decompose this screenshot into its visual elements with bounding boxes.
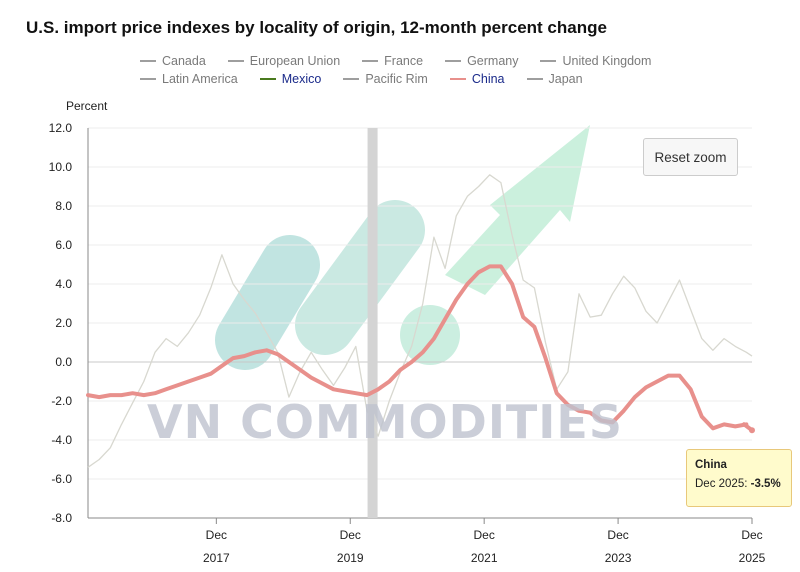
legend-row-2: Latin America Mexico Pacific Rim China J… bbox=[140, 70, 700, 88]
legend-label-european-union: European Union bbox=[249, 54, 341, 68]
x-tick-year: 2017 bbox=[203, 551, 230, 565]
tooltip-value: -3.5% bbox=[750, 478, 781, 490]
legend-item-germany[interactable]: Germany bbox=[445, 53, 518, 69]
y-tick-label: 0.0 bbox=[55, 355, 72, 369]
legend-label-france: France bbox=[384, 54, 424, 68]
legend-row-1: Canada European Union France Germany Uni… bbox=[140, 52, 700, 70]
chart-title: U.S. import price indexes by locality of… bbox=[26, 18, 607, 37]
watermark-arrow bbox=[445, 125, 590, 295]
legend-swatch-latin-america bbox=[140, 78, 156, 80]
legend-swatch-germany bbox=[445, 60, 462, 62]
watermark-text: VN COMMODITIES bbox=[147, 395, 623, 449]
tooltip: China Dec 2025: -3.5% bbox=[686, 449, 792, 507]
tooltip-series: China bbox=[695, 459, 727, 471]
x-tick-month: Dec bbox=[340, 528, 361, 542]
legend-swatch-united-kingdom bbox=[540, 60, 557, 62]
y-tick-label: -2.0 bbox=[51, 394, 72, 408]
x-tick-month: Dec bbox=[607, 528, 628, 542]
series-point-china[interactable] bbox=[749, 427, 755, 434]
legend-swatch-france bbox=[362, 60, 379, 62]
legend-swatch-japan bbox=[526, 78, 543, 80]
legend-item-latin-america[interactable]: Latin America bbox=[140, 71, 238, 87]
reset-zoom-button[interactable]: Reset zoom bbox=[643, 138, 738, 176]
series-line-latin-america[interactable] bbox=[87, 174, 753, 468]
y-tick-label: -8.0 bbox=[51, 511, 72, 525]
y-tick-label: 6.0 bbox=[55, 238, 72, 252]
legend: Canada European Union France Germany Uni… bbox=[140, 52, 700, 88]
legend-label-china: China bbox=[471, 72, 505, 86]
tooltip-date: Dec 2025: bbox=[695, 478, 748, 490]
watermark-circle bbox=[400, 305, 460, 365]
legend-label-japan: Japan bbox=[548, 72, 583, 86]
y-tick-label: 8.0 bbox=[55, 199, 72, 213]
legend-item-canada[interactable]: Canada bbox=[140, 53, 206, 69]
highlight-band bbox=[367, 128, 378, 518]
y-tick-label: -6.0 bbox=[51, 472, 72, 486]
x-tick-month: Dec bbox=[473, 528, 494, 542]
legend-swatch-mexico bbox=[259, 78, 276, 80]
legend-swatch-china bbox=[449, 78, 466, 80]
y-axis-unit-label: Percent bbox=[66, 99, 108, 113]
y-tick-label: 2.0 bbox=[55, 316, 72, 330]
legend-item-pacific-rim[interactable]: Pacific Rim bbox=[343, 71, 428, 87]
series-line-china[interactable] bbox=[86, 264, 749, 431]
legend-item-mexico[interactable]: Mexico bbox=[259, 71, 322, 87]
x-tick-month: Dec bbox=[741, 528, 762, 542]
legend-item-china[interactable]: China bbox=[449, 71, 505, 87]
legend-item-japan[interactable]: Japan bbox=[526, 71, 583, 87]
legend-label-mexico: Mexico bbox=[281, 72, 322, 86]
legend-label-latin-america: Latin America bbox=[162, 72, 238, 86]
watermark-bar-1 bbox=[215, 235, 320, 370]
legend-label-germany: Germany bbox=[467, 54, 519, 68]
tooltip-body: Dec 2025: -3.5% bbox=[695, 478, 783, 490]
legend-label-united-kingdom: United Kingdom bbox=[562, 54, 652, 68]
x-tick-year: 2021 bbox=[471, 551, 498, 565]
legend-item-united-kingdom[interactable]: United Kingdom bbox=[540, 53, 651, 69]
y-tick-label: 4.0 bbox=[55, 277, 72, 291]
watermark-bar-2 bbox=[295, 200, 425, 355]
x-tick-year: 2019 bbox=[337, 551, 364, 565]
y-tick-label: -4.0 bbox=[51, 433, 72, 447]
legend-swatch-pacific-rim bbox=[343, 78, 360, 80]
legend-swatch-european-union bbox=[227, 60, 244, 62]
x-tick-month: Dec bbox=[206, 528, 227, 542]
legend-item-european-union[interactable]: European Union bbox=[227, 53, 341, 69]
x-tick-year: 2023 bbox=[605, 551, 632, 565]
legend-label-pacific-rim: Pacific Rim bbox=[365, 72, 428, 86]
legend-item-france[interactable]: France bbox=[362, 53, 423, 69]
legend-label-canada: Canada bbox=[162, 54, 206, 68]
legend-swatch-canada bbox=[140, 60, 156, 62]
y-tick-label: 12.0 bbox=[49, 121, 73, 135]
y-tick-label: 10.0 bbox=[49, 160, 73, 174]
x-tick-year: 2025 bbox=[739, 551, 766, 565]
